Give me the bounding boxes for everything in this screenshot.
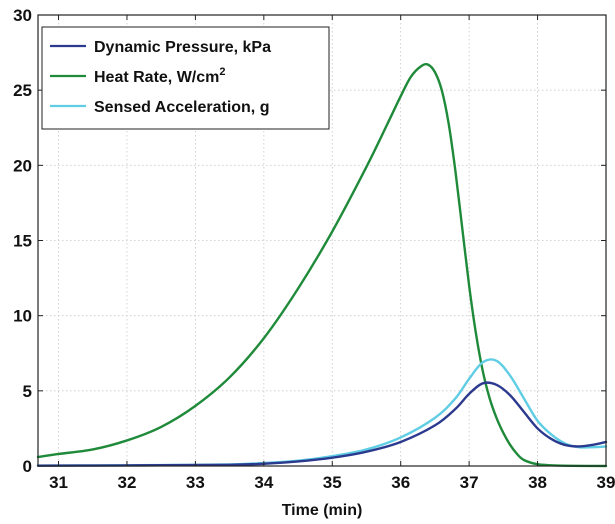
x-tick-label: 35 xyxy=(323,473,342,492)
series-line-heat-rate xyxy=(36,62,608,468)
y-tick-label: 25 xyxy=(13,81,32,100)
series-layer xyxy=(36,62,608,468)
legend-label-heat-rate-superscript: 2 xyxy=(219,66,225,78)
x-tick-label: 39 xyxy=(597,473,615,492)
legend-label-dynamic-pressure: Dynamic Pressure, kPa xyxy=(94,39,271,56)
series-line-dynamic-pressure xyxy=(36,381,608,467)
x-tick-label: 36 xyxy=(391,473,410,492)
y-tick-label: 5 xyxy=(23,382,32,401)
legend: Dynamic Pressure, kPa Heat Rate, W/cm2 S… xyxy=(41,26,330,130)
x-tick-label: 32 xyxy=(118,473,137,492)
legend-label-heat-rate-main: Heat Rate, W/cm xyxy=(94,69,219,86)
x-tick-label: 33 xyxy=(186,473,205,492)
y-tick-label: 20 xyxy=(13,156,32,175)
legend-label-sensed-acceleration: Sensed Acceleration, g xyxy=(94,99,269,116)
x-tick-label: 38 xyxy=(528,473,547,492)
series-line-sensed-acceleration xyxy=(36,358,608,467)
x-axis-label: Time (min) xyxy=(282,502,363,519)
ticks-layer: 31 32 33 34 35 36 37 38 39 0 5 10 15 20 25 30 xyxy=(13,6,615,492)
legend-box xyxy=(41,26,330,130)
x-tick-label: 37 xyxy=(460,473,479,492)
y-tick-label: 10 xyxy=(13,307,32,326)
x-tick-label: 34 xyxy=(254,473,273,492)
legend-label-heat-rate: Heat Rate, W/cm2 xyxy=(94,66,226,86)
y-tick-label: 0 xyxy=(23,457,32,476)
y-tick-label: 30 xyxy=(13,6,32,25)
y-tick-label: 15 xyxy=(13,232,32,251)
x-tick-label: 31 xyxy=(49,473,68,492)
